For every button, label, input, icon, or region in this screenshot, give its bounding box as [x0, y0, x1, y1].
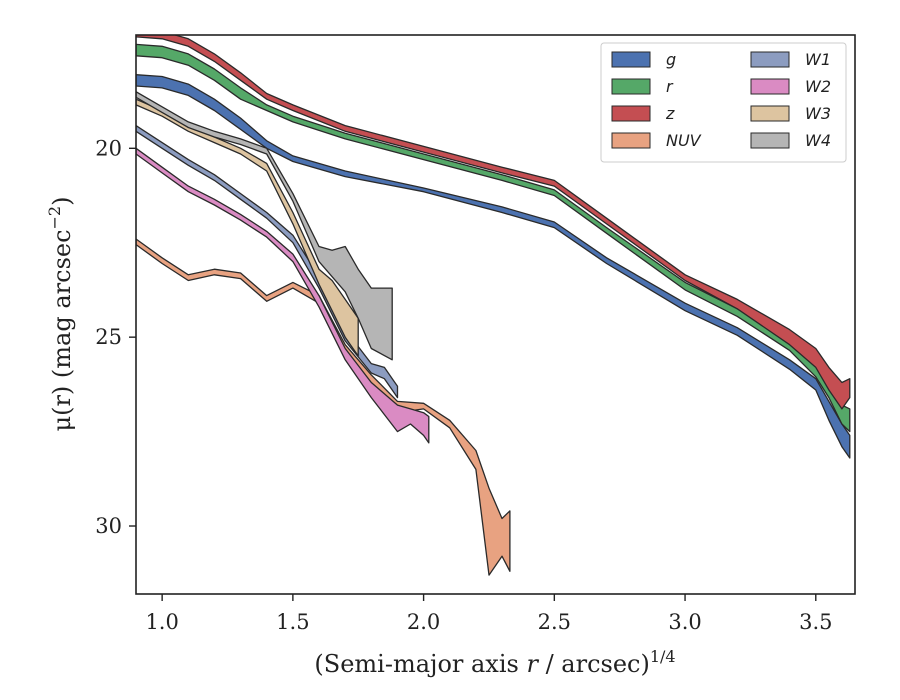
y-tick-label: 25 — [95, 325, 122, 349]
legend-label-nuv: NUV — [666, 131, 702, 150]
x-tick-label: 3.0 — [668, 610, 701, 634]
band-z — [136, 35, 851, 410]
y-axis-label-close: ) — [48, 197, 76, 206]
y-axis-label-text: μ(r) (mag arcsec — [48, 229, 76, 431]
legend-swatch-w3 — [750, 105, 790, 122]
x-axis-ticks: 1.0 1.5 2.0 2.5 3.0 3.5 — [145, 594, 832, 634]
legend-box — [600, 42, 847, 163]
legend-swatch-z — [611, 105, 651, 122]
band-r — [136, 43, 851, 433]
legend-label-w4: W4 — [805, 131, 831, 150]
band-w1 — [136, 124, 399, 399]
x-tick-label: 1.0 — [145, 610, 178, 634]
legend-label-g: g — [666, 50, 676, 69]
x-axis-label: (Semi-major axis r / arcsec)1/4 — [314, 647, 675, 678]
x-tick-label: 1.5 — [276, 610, 309, 634]
x-tick-label: 3.5 — [799, 610, 832, 634]
legend-swatch-w2 — [750, 78, 790, 95]
y-axis-label-exponent: −2 — [45, 206, 64, 230]
legend-swatch-w1 — [750, 51, 790, 68]
legend-label-w3: W3 — [805, 104, 831, 123]
y-axis-ticks: 20 25 30 — [95, 136, 136, 538]
x-tick-label: 2.0 — [407, 610, 440, 634]
band-w2 — [136, 147, 430, 444]
x-axis-label-prefix: (Semi-major axis — [314, 650, 526, 678]
profile-bands — [136, 35, 851, 576]
x-axis-label-suffix: / arcsec) — [538, 650, 650, 678]
y-tick-label: 30 — [95, 514, 122, 538]
x-axis-label-exponent: 1/4 — [650, 647, 676, 666]
legend-swatch-nuv — [611, 132, 651, 149]
band-w3 — [136, 98, 359, 357]
band-g — [136, 74, 851, 459]
y-tick-label: 20 — [95, 136, 122, 160]
legend-label-w2: W2 — [805, 77, 831, 96]
legend-swatch-w4 — [750, 132, 790, 149]
legend-swatch-g — [611, 51, 651, 68]
legend-items: grz NUV W1 W2 W3 W4 — [611, 50, 831, 150]
legend: grz NUV W1 W2 W3 W4 — [600, 42, 847, 163]
x-tick-label: 2.5 — [538, 610, 571, 634]
y-axis-label: μ(r) (mag arcsec−2) — [45, 197, 76, 432]
plot-frame — [135, 34, 856, 595]
legend-swatch-r — [611, 78, 651, 95]
x-axis-label-variable: r — [526, 650, 539, 678]
band-w4 — [136, 91, 393, 361]
legend-label-r: r — [666, 77, 674, 96]
legend-label-w1: W1 — [805, 50, 831, 69]
legend-label-z: z — [665, 104, 675, 123]
